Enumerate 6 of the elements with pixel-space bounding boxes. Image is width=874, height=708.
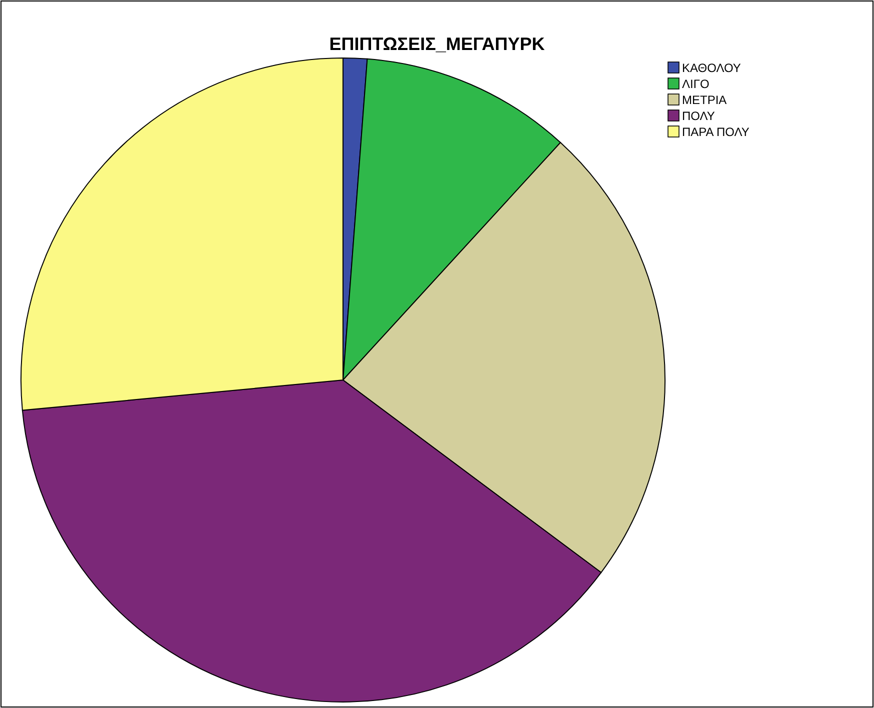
legend-label: ΜΕΤΡΙΑ [682,93,727,107]
legend-label: ΛΙΓΟ [682,77,710,91]
legend-label: ΚΑΘΟΛΟΥ [682,61,741,75]
chart-title: ΕΠΙΠΤΩΣΕΙΣ_ΜΕΓΑΠΥΡΚ [329,34,545,54]
legend-label: ΠΑΡΑ ΠΟΛΥ [682,125,750,139]
legend-label: ΠΟΛΥ [682,109,715,123]
